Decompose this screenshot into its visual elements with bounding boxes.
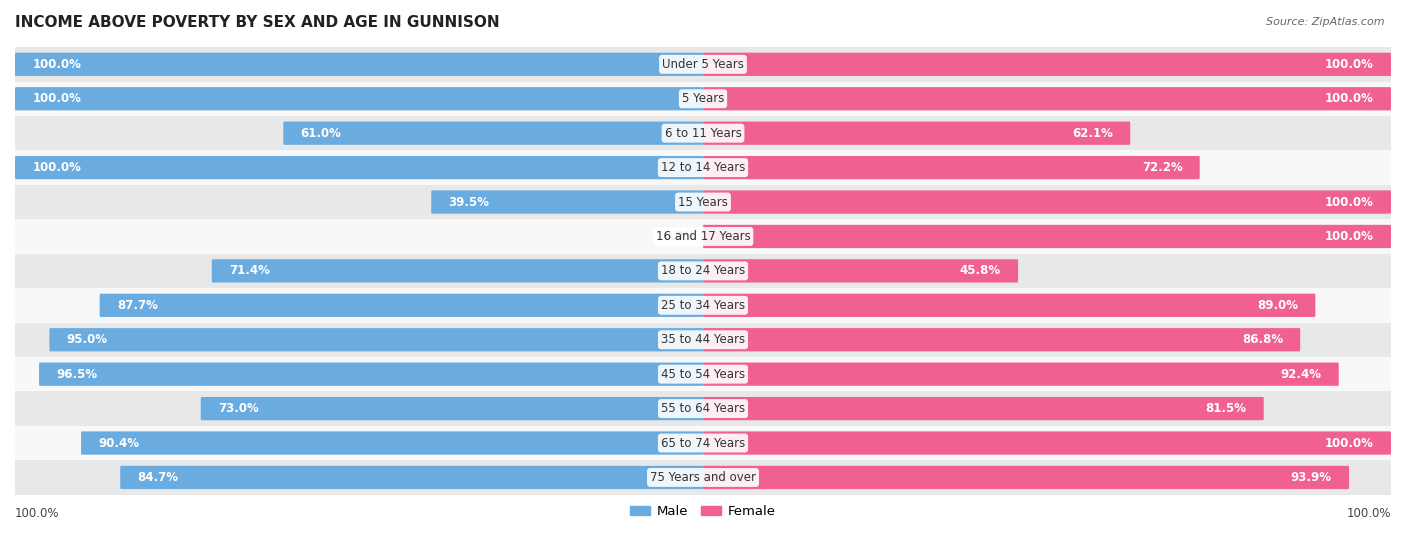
Text: 93.9%: 93.9% (1291, 471, 1331, 484)
Text: 25 to 34 Years: 25 to 34 Years (661, 299, 745, 312)
Text: 16 and 17 Years: 16 and 17 Years (655, 230, 751, 243)
Text: 65 to 74 Years: 65 to 74 Years (661, 437, 745, 449)
Text: 100.0%: 100.0% (1324, 230, 1374, 243)
FancyBboxPatch shape (703, 53, 1391, 76)
Text: 5 Years: 5 Years (682, 92, 724, 105)
FancyBboxPatch shape (703, 397, 1264, 420)
FancyBboxPatch shape (703, 466, 1348, 489)
FancyBboxPatch shape (284, 121, 703, 145)
Text: 73.0%: 73.0% (218, 402, 259, 415)
Text: 100.0%: 100.0% (1347, 506, 1391, 520)
Bar (15, 391, 1391, 426)
Text: 84.7%: 84.7% (138, 471, 179, 484)
Text: 100.0%: 100.0% (32, 92, 82, 105)
Text: 75 Years and over: 75 Years and over (650, 471, 756, 484)
FancyBboxPatch shape (703, 156, 1199, 179)
FancyBboxPatch shape (15, 53, 703, 76)
Bar (15, 426, 1391, 460)
Text: 39.5%: 39.5% (449, 196, 489, 209)
Text: 87.7%: 87.7% (117, 299, 157, 312)
FancyBboxPatch shape (703, 191, 1391, 214)
FancyBboxPatch shape (121, 466, 703, 489)
Text: 72.2%: 72.2% (1142, 161, 1182, 174)
FancyBboxPatch shape (703, 432, 1391, 454)
Text: 100.0%: 100.0% (1324, 437, 1374, 449)
FancyBboxPatch shape (703, 121, 1130, 145)
Text: 15 Years: 15 Years (678, 196, 728, 209)
Text: 55 to 64 Years: 55 to 64 Years (661, 402, 745, 415)
FancyBboxPatch shape (432, 191, 703, 214)
Bar (15, 323, 1391, 357)
FancyBboxPatch shape (39, 363, 703, 386)
Bar (15, 47, 1391, 82)
FancyBboxPatch shape (212, 259, 703, 282)
Bar (15, 460, 1391, 495)
Bar (15, 254, 1391, 288)
Text: 100.0%: 100.0% (1324, 92, 1374, 105)
FancyBboxPatch shape (100, 293, 703, 317)
Text: 12 to 14 Years: 12 to 14 Years (661, 161, 745, 174)
FancyBboxPatch shape (49, 328, 703, 352)
Text: 100.0%: 100.0% (1324, 58, 1374, 71)
FancyBboxPatch shape (703, 259, 1018, 282)
Text: INCOME ABOVE POVERTY BY SEX AND AGE IN GUNNISON: INCOME ABOVE POVERTY BY SEX AND AGE IN G… (15, 15, 499, 30)
Text: 35 to 44 Years: 35 to 44 Years (661, 333, 745, 346)
Text: 45.8%: 45.8% (960, 264, 1001, 277)
FancyBboxPatch shape (82, 432, 703, 454)
Text: 18 to 24 Years: 18 to 24 Years (661, 264, 745, 277)
Text: 81.5%: 81.5% (1205, 402, 1247, 415)
Text: 71.4%: 71.4% (229, 264, 270, 277)
Bar (15, 116, 1391, 150)
FancyBboxPatch shape (15, 156, 703, 179)
Text: 86.8%: 86.8% (1241, 333, 1284, 346)
Text: 100.0%: 100.0% (32, 58, 82, 71)
Bar (15, 357, 1391, 391)
Bar (15, 82, 1391, 116)
Text: 100.0%: 100.0% (15, 506, 59, 520)
FancyBboxPatch shape (703, 87, 1391, 110)
Text: Under 5 Years: Under 5 Years (662, 58, 744, 71)
Text: 100.0%: 100.0% (1324, 196, 1374, 209)
FancyBboxPatch shape (201, 397, 703, 420)
Bar (15, 150, 1391, 185)
Bar (15, 185, 1391, 219)
Text: 100.0%: 100.0% (32, 161, 82, 174)
Bar (15, 288, 1391, 323)
Text: 6 to 11 Years: 6 to 11 Years (665, 127, 741, 140)
FancyBboxPatch shape (703, 328, 1301, 352)
FancyBboxPatch shape (703, 293, 1316, 317)
FancyBboxPatch shape (703, 225, 1391, 248)
Text: 62.1%: 62.1% (1073, 127, 1114, 140)
Text: 95.0%: 95.0% (66, 333, 108, 346)
Text: 90.4%: 90.4% (98, 437, 139, 449)
Text: 96.5%: 96.5% (56, 368, 97, 381)
Text: 92.4%: 92.4% (1281, 368, 1322, 381)
Text: Source: ZipAtlas.com: Source: ZipAtlas.com (1267, 17, 1385, 27)
Text: 89.0%: 89.0% (1257, 299, 1298, 312)
Legend: Male, Female: Male, Female (626, 500, 780, 523)
FancyBboxPatch shape (703, 363, 1339, 386)
Text: 45 to 54 Years: 45 to 54 Years (661, 368, 745, 381)
Bar (15, 219, 1391, 254)
Text: 61.0%: 61.0% (301, 127, 342, 140)
Text: 0.0%: 0.0% (664, 230, 696, 243)
FancyBboxPatch shape (15, 87, 703, 110)
